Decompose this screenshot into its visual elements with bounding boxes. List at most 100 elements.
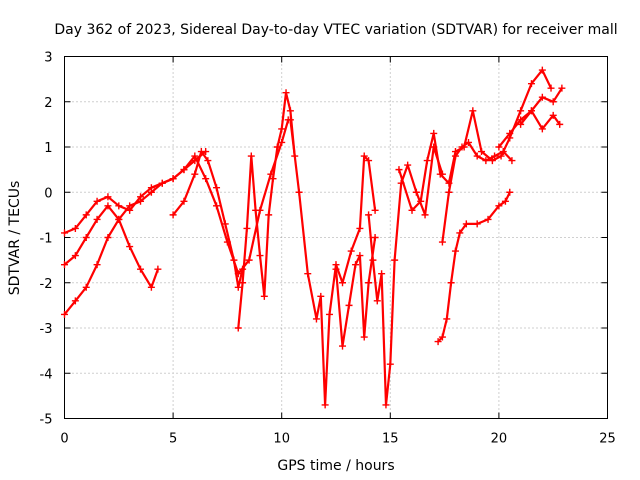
data-point: [549, 98, 557, 106]
data-point: [430, 129, 438, 137]
data-point: [332, 265, 340, 273]
data-point: [365, 157, 373, 165]
data-point: [421, 211, 429, 219]
data-point: [169, 211, 177, 219]
data-point: [356, 252, 364, 260]
data-point: [378, 270, 386, 278]
series-track-a: [61, 116, 292, 278]
data-point: [527, 80, 535, 88]
data-point: [197, 148, 205, 156]
data-point: [230, 256, 238, 264]
data-point: [234, 324, 242, 332]
data-point: [464, 138, 472, 146]
series-line: [367, 145, 444, 406]
data-point: [317, 292, 325, 300]
data-point: [137, 265, 145, 273]
data-point: [147, 188, 155, 196]
data-point: [312, 315, 320, 323]
data-point: [456, 229, 464, 237]
y-tick-label: 0: [44, 186, 52, 201]
series-track-e: [234, 89, 299, 332]
series-track-d: [169, 148, 247, 291]
data-series: [61, 66, 566, 409]
data-point: [549, 111, 557, 119]
data-point: [373, 297, 381, 305]
series-line: [441, 141, 513, 244]
data-point: [538, 93, 546, 101]
series-line: [63, 150, 207, 316]
data-point: [547, 84, 555, 92]
chart-title: Day 362 of 2023, Sidereal Day-to-day VTE…: [54, 22, 617, 38]
data-point: [395, 166, 403, 174]
data-point: [154, 265, 162, 273]
series-line: [289, 118, 377, 406]
series-line: [172, 150, 244, 289]
data-point: [473, 220, 481, 228]
series-line: [237, 91, 296, 330]
grid-lines: [64, 56, 608, 419]
data-point: [458, 143, 466, 151]
data-point: [204, 157, 212, 165]
data-point: [61, 261, 68, 269]
data-point: [126, 243, 134, 251]
data-point: [137, 197, 145, 205]
data-point: [365, 211, 373, 219]
data-point: [438, 333, 446, 341]
series-track-m: [517, 84, 566, 128]
data-point: [82, 211, 90, 219]
data-point: [484, 215, 492, 223]
data-point: [273, 143, 281, 151]
data-point: [478, 148, 486, 156]
data-point: [443, 315, 451, 323]
data-point: [104, 202, 112, 210]
data-point: [256, 252, 264, 260]
data-point: [71, 252, 79, 260]
data-point: [556, 120, 564, 128]
data-point: [191, 157, 199, 165]
data-point: [147, 283, 155, 291]
x-tick-label: 10: [273, 432, 290, 447]
data-point: [371, 206, 379, 214]
data-point: [339, 342, 347, 350]
series-track-h: [365, 143, 446, 409]
data-point: [501, 197, 509, 205]
data-point: [412, 188, 420, 196]
data-point: [434, 338, 442, 346]
data-point: [213, 184, 221, 192]
data-point: [447, 279, 455, 287]
data-point: [462, 220, 470, 228]
data-point: [191, 170, 199, 178]
series-track-k: [434, 188, 514, 346]
data-point: [93, 197, 101, 205]
data-point: [391, 256, 399, 264]
series-line: [63, 204, 159, 289]
data-point: [339, 279, 347, 287]
data-point: [260, 292, 268, 300]
series-line: [334, 236, 377, 348]
x-axis-ticks: 0 5 10 15 20 25: [60, 56, 616, 447]
data-point: [438, 238, 446, 246]
data-point: [445, 188, 453, 196]
data-point: [265, 211, 273, 219]
data-point: [245, 256, 253, 264]
data-point: [82, 234, 90, 241]
data-point: [506, 129, 514, 137]
x-tick-label: 20: [491, 432, 508, 447]
data-point: [499, 148, 507, 156]
y-tick-label: 3: [44, 51, 52, 66]
data-point: [321, 401, 329, 409]
x-axis-label: GPS time / hours: [277, 458, 394, 474]
data-point: [360, 333, 368, 341]
data-point: [473, 152, 481, 160]
data-point: [436, 170, 444, 178]
data-point: [269, 175, 277, 183]
data-point: [356, 224, 364, 232]
data-point: [451, 247, 459, 255]
series-line: [437, 191, 511, 343]
plot-frame: [64, 56, 608, 419]
y-tick-label: 1: [44, 141, 52, 156]
data-point: [213, 202, 221, 210]
y-tick-label: -3: [40, 322, 53, 337]
data-point: [408, 206, 416, 214]
